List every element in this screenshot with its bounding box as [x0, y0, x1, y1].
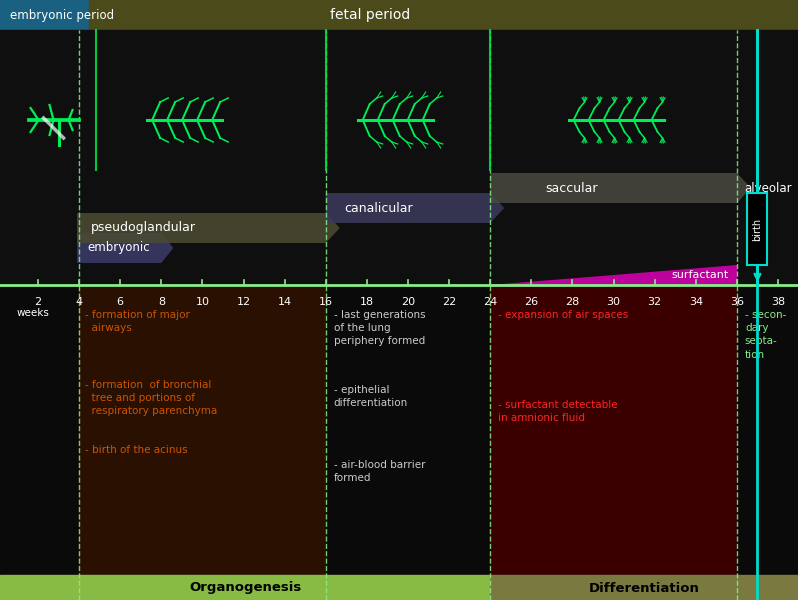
Bar [490, 575, 798, 600]
Text: 2: 2 [34, 297, 41, 307]
Text: - formation  of bronchial
  tree and portions of
  respiratory parenchyma: - formation of bronchial tree and portio… [85, 380, 217, 416]
Bar [89, 0, 798, 30]
Text: weeks: weeks [17, 308, 49, 318]
Text: 34: 34 [689, 297, 703, 307]
Text: pseudoglandular: pseudoglandular [91, 221, 196, 235]
Polygon shape [77, 233, 173, 263]
Text: - formation of major
  airways: - formation of major airways [85, 310, 190, 333]
Text: 24: 24 [483, 297, 497, 307]
Text: 8: 8 [158, 297, 165, 307]
Text: - expansion of air spaces: - expansion of air spaces [498, 310, 629, 320]
Text: - air-blood barrier
formed: - air-blood barrier formed [334, 460, 425, 483]
Bar [0, 0, 89, 30]
Text: 16: 16 [318, 297, 333, 307]
Text: 36: 36 [730, 297, 744, 307]
Text: surfactant: surfactant [672, 270, 729, 280]
Bar [0, 575, 490, 600]
Text: 28: 28 [565, 297, 579, 307]
Text: 14: 14 [278, 297, 292, 307]
Bar [0, 285, 79, 575]
Text: 4: 4 [76, 297, 83, 307]
Text: 30: 30 [606, 297, 621, 307]
Text: 26: 26 [524, 297, 539, 307]
Text: - last generations
of the lung
periphery formed: - last generations of the lung periphery… [334, 310, 425, 346]
Text: fetal period: fetal period [330, 8, 410, 22]
Text: embryonic: embryonic [87, 241, 150, 254]
Bar [737, 285, 798, 575]
Text: 20: 20 [401, 297, 415, 307]
Text: - birth of the acinus: - birth of the acinus [85, 445, 188, 455]
Bar [326, 285, 490, 575]
FancyBboxPatch shape [748, 193, 768, 265]
Text: canalicular: canalicular [344, 202, 413, 214]
Text: 32: 32 [648, 297, 662, 307]
Text: birth: birth [753, 217, 762, 241]
Text: 6: 6 [117, 297, 124, 307]
Polygon shape [77, 213, 340, 243]
Bar [79, 285, 326, 575]
Polygon shape [490, 173, 751, 203]
Text: saccular: saccular [545, 181, 598, 194]
Text: - secon-
dary
septa-
tion: - secon- dary septa- tion [745, 310, 786, 359]
Text: - epithelial
differentiation: - epithelial differentiation [334, 385, 408, 408]
Text: 22: 22 [442, 297, 456, 307]
Text: alveolar: alveolar [745, 181, 792, 194]
Bar [0, 30, 798, 285]
Text: 38: 38 [771, 297, 785, 307]
Text: - surfactant detectable
in amnionic fluid: - surfactant detectable in amnionic flui… [498, 400, 618, 423]
Polygon shape [326, 193, 504, 223]
Text: 18: 18 [360, 297, 374, 307]
Text: Differentiation: Differentiation [589, 581, 700, 595]
Polygon shape [490, 265, 737, 285]
Text: embryonic period: embryonic period [10, 8, 114, 22]
Text: Organogenesis: Organogenesis [189, 581, 301, 595]
Text: 10: 10 [196, 297, 209, 307]
Bar [490, 285, 737, 575]
Text: 12: 12 [236, 297, 251, 307]
